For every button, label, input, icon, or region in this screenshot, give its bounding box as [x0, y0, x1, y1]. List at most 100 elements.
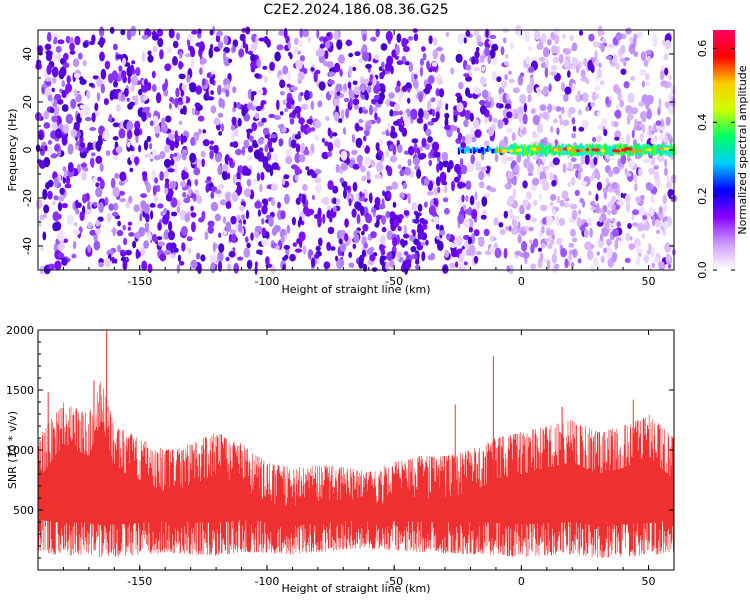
- heatmap-cell: [323, 196, 329, 206]
- heatmap-cell: [187, 186, 192, 197]
- heatmap-cell: [53, 195, 59, 201]
- heatmap-cell: [174, 139, 180, 149]
- heatmap-cell: [633, 51, 639, 57]
- heatmap-cell: [412, 28, 418, 33]
- heatmap-cell: [463, 119, 469, 128]
- heatmap-cell: [322, 213, 326, 224]
- heatmap-cell: [245, 43, 249, 54]
- heatmap-cell: [592, 257, 599, 267]
- heatmap-cell: [557, 73, 561, 79]
- heatmap-cell: [458, 181, 464, 189]
- heatmap-cell: [108, 113, 113, 123]
- heatmap-signal-cell: [544, 145, 547, 157]
- heatmap-cell: [592, 136, 597, 143]
- heatmap-cell: [432, 48, 439, 60]
- heatmap-cell: [242, 219, 247, 225]
- heatmap-cell: [411, 138, 419, 144]
- heatmap-cell: [66, 75, 71, 84]
- heatmap-cell: [539, 104, 547, 112]
- snr-series: [37, 330, 675, 558]
- heatmap-cell: [398, 124, 405, 133]
- heatmap-cell: [63, 238, 69, 244]
- heatmap-cell: [246, 129, 251, 140]
- heatmap-cell: [639, 69, 646, 76]
- heatmap-cell: [653, 171, 660, 181]
- heatmap-cell: [445, 103, 449, 111]
- heatmap-cell: [161, 117, 166, 124]
- heatmap-cell: [237, 117, 242, 127]
- heatmap-cell: [450, 249, 458, 258]
- heatmap-cell: [596, 220, 604, 227]
- heatmap-cell: [625, 172, 632, 177]
- heatmap-cell: [375, 142, 380, 152]
- heatmap-cell: [125, 249, 132, 256]
- snr-line: [37, 381, 675, 558]
- heatmap-cell: [190, 47, 196, 58]
- heatmap-cell: [380, 255, 387, 261]
- y-tick-label: 2000: [6, 324, 34, 337]
- heatmap-cell: [118, 190, 126, 196]
- heatmap-signal-cell: [506, 146, 509, 152]
- heatmap-cell: [268, 113, 276, 119]
- heatmap-cell: [558, 114, 562, 119]
- heatmap-cell: [364, 92, 369, 101]
- heatmap-cell: [376, 116, 381, 124]
- heatmap-cell: [650, 193, 654, 202]
- heatmap-cell: [205, 183, 210, 193]
- heatmap-cell: [550, 45, 559, 54]
- heatmap-cell: [477, 41, 484, 47]
- heatmap-cell: [541, 225, 545, 234]
- heatmap-cell: [223, 57, 231, 67]
- colorbar-ticks: 0.00.20.40.6: [696, 40, 735, 279]
- heatmap-cell: [242, 38, 246, 49]
- heatmap-cell: [180, 180, 187, 188]
- heatmap-cell: [468, 227, 473, 233]
- heatmap-signal-cell: [492, 148, 496, 153]
- heatmap-cell: [492, 58, 498, 66]
- heatmap-cell: [159, 151, 166, 159]
- heatmap-cell: [327, 127, 332, 137]
- heatmap-cell: [560, 81, 565, 92]
- heatmap-cell: [200, 150, 206, 158]
- heatmap-cell: [146, 182, 151, 193]
- heatmap-cell: [279, 82, 286, 88]
- heatmap-cell: [654, 219, 662, 228]
- heatmap-cell: [493, 217, 499, 226]
- heatmap-cell: [580, 76, 588, 82]
- heatmap-cell: [210, 43, 214, 50]
- heatmap-cell: [398, 110, 403, 116]
- heatmap-cell: [145, 213, 150, 223]
- heatmap-cell: [548, 83, 552, 93]
- heatmap-cell: [96, 77, 103, 87]
- heatmap-cell: [262, 127, 270, 136]
- heatmap-peak-cell: [636, 149, 643, 153]
- heatmap-cell: [546, 259, 551, 270]
- heatmap-cell: [514, 164, 520, 173]
- heatmap-signal-cell: [651, 145, 654, 156]
- heatmap-cell: [127, 226, 131, 231]
- heatmap-cell: [570, 157, 577, 163]
- heatmap-cell: [186, 236, 193, 242]
- heatmap-cell: [556, 127, 560, 136]
- heatmap-cell: [204, 231, 209, 240]
- heatmap-cell: [105, 150, 111, 157]
- heatmap-cell: [494, 153, 499, 163]
- heatmap-cell: [535, 86, 541, 93]
- heatmap-cell: [618, 199, 625, 207]
- heatmap-cell: [62, 62, 70, 69]
- heatmap-cell: [86, 90, 91, 99]
- heatmap-cell: [487, 54, 492, 65]
- heatmap-cell: [664, 101, 670, 108]
- heatmap-cell: [387, 121, 392, 133]
- heatmap-cell: [616, 221, 621, 228]
- heatmap-cell: [640, 51, 647, 62]
- heatmap-cell: [304, 89, 310, 101]
- heatmap-cell: [435, 88, 441, 97]
- heatmap-cell: [339, 242, 347, 252]
- heatmap-cell: [425, 239, 429, 246]
- heatmap-cell: [553, 248, 558, 256]
- heatmap-cell: [450, 67, 455, 75]
- heatmap-cell: [252, 99, 258, 107]
- heatmap-cell: [351, 149, 358, 155]
- heatmap-cell: [167, 188, 174, 198]
